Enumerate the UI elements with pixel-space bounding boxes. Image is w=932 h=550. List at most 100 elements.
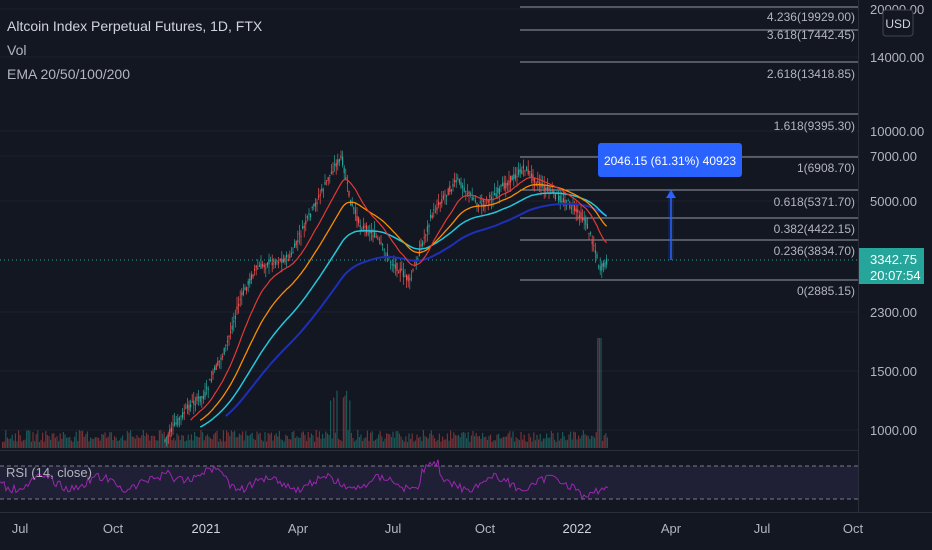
candle-body [575,208,577,212]
candle-body [543,185,545,192]
volume-bar [584,434,586,448]
volume-bar [334,432,336,448]
candle-body [276,261,278,263]
volume-bar [421,441,423,448]
price-tick: 2300.00 [870,305,917,320]
volume-bar [146,432,148,448]
fib-label-4236: 4.236(19929.00) [767,10,855,24]
volume-bar [19,435,21,448]
current-price-tag [859,248,924,284]
volume-bar [504,436,506,448]
volume-bar [293,430,295,448]
volume-bar [381,436,383,448]
candle-body [506,182,508,186]
candle-body [287,259,289,262]
volume-bar [186,440,188,448]
ema-50-line[interactable] [199,183,608,421]
price-axis[interactable]: 20000.00 14000.00 10000.00 7000.00 5000.… [859,2,924,438]
chart-legend[interactable]: Altcoin Index Perpetual Futures, 1D, FTX… [7,18,263,82]
volume-bar [579,438,581,448]
volume-bar [254,440,256,448]
fib-retracement[interactable]: 4.236(19929.00) 3.618(17442.45) 2.618(13… [520,6,858,298]
volume-bar [142,430,144,448]
rsi-pane[interactable]: RSI (14, close) [0,450,858,500]
volume-bar [149,440,151,448]
volume-bar [494,440,496,448]
volume-indicator-label[interactable]: Vol [7,42,26,58]
volume-bar [502,436,504,448]
volume-bar [58,441,60,448]
volume-bar [578,435,580,448]
volume-bar [357,430,359,448]
volume-bar [363,438,365,448]
volume-bar [288,438,290,448]
candle-body [588,233,590,235]
volume-bar [309,437,311,448]
volume-bar [350,432,352,448]
volume-bar [30,441,32,448]
volume-bar [61,438,63,448]
volume-bar [429,433,431,448]
symbol-title[interactable]: Altcoin Index Perpetual Futures, 1D, FTX [7,18,263,34]
candle-body [530,173,532,178]
volume-bar [72,441,74,448]
candle-body [300,235,302,237]
volume-bar [197,436,199,448]
candle-body [212,371,214,375]
volume-bar [435,441,437,448]
ema-200-line[interactable] [225,202,608,417]
volume-bar [307,431,309,448]
volume-bar [152,435,154,448]
volume-bar [330,400,332,448]
volume-bar [222,430,224,448]
volume-bar [77,440,79,448]
volume-bar [424,435,426,448]
volume-bar [434,438,436,448]
candle-body [450,189,452,192]
volume-bar [154,436,156,448]
volume-bar [275,433,277,448]
currency-button[interactable] [882,9,914,37]
volume-bar [322,433,324,448]
candle-body [433,209,435,211]
candle-body [546,187,548,190]
volume-bar [403,441,405,448]
time-axis[interactable]: Jul Oct 2021 Apr Jul Oct 2022 Apr Jul Oc… [12,521,864,536]
volume-bar [474,436,476,448]
volume-bar [461,432,463,448]
candle-body [529,171,531,173]
candle-body [194,404,196,406]
ema-indicator-label[interactable]: EMA 20/50/100/200 [7,66,130,82]
candle-body [554,193,556,200]
candle-body [458,178,460,183]
candle-body [497,188,499,193]
volume-bar [595,432,597,448]
volume-bar [539,433,541,448]
volume-bar [426,437,428,448]
volume-bar [490,434,492,448]
volume-bar [16,441,18,448]
volume-bar [237,437,239,448]
candle-body [393,264,395,266]
candle-body [319,194,321,196]
price-range-measure[interactable]: 2046.15 (61.31%) 40923 [598,143,742,260]
candle-body [367,233,369,235]
candle-body [305,220,307,225]
volume-bar [341,441,343,448]
volume-bar [453,432,455,448]
volume-bar [138,437,140,448]
volume-bar [46,435,48,448]
volume-bar [533,432,535,448]
volume-bar [563,436,565,448]
price-tick: 1000.00 [870,423,917,438]
candlesticks[interactable] [164,150,608,447]
volume-bar [565,440,567,448]
candle-body [410,277,412,279]
candle-body [274,261,276,265]
candle-body [166,437,168,439]
candle-body [494,193,496,196]
volume-bar [552,433,554,448]
candle-body [407,275,409,282]
ema-20-line[interactable] [190,176,608,421]
